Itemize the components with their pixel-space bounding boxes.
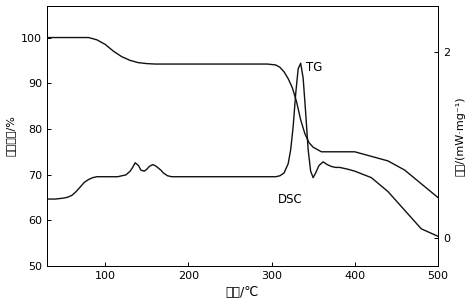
X-axis label: 温度/℃: 温度/℃ [226,286,259,300]
Text: DSC: DSC [278,193,303,206]
Text: TG: TG [307,61,323,74]
Y-axis label: 质量分数/%: 质量分数/% [6,115,16,156]
Y-axis label: 热流/(mW·mg⁻¹): 热流/(mW·mg⁻¹) [455,96,465,176]
